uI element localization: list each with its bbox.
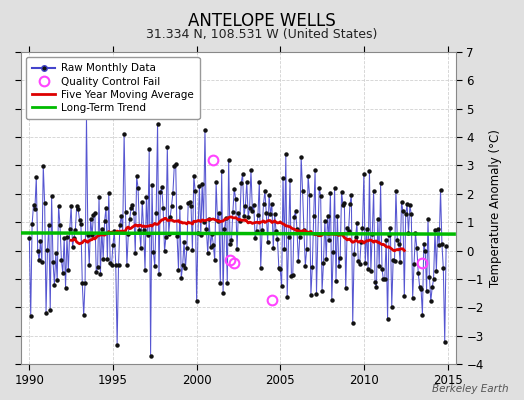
Text: Berkeley Earth: Berkeley Earth [432,384,508,394]
Y-axis label: Temperature Anomaly (°C): Temperature Anomaly (°C) [489,129,502,287]
Text: 31.334 N, 108.531 W (United States): 31.334 N, 108.531 W (United States) [146,28,378,41]
Text: ANTELOPE WELLS: ANTELOPE WELLS [188,12,336,30]
Legend: Raw Monthly Data, Quality Control Fail, Five Year Moving Average, Long-Term Tren: Raw Monthly Data, Quality Control Fail, … [26,57,200,119]
